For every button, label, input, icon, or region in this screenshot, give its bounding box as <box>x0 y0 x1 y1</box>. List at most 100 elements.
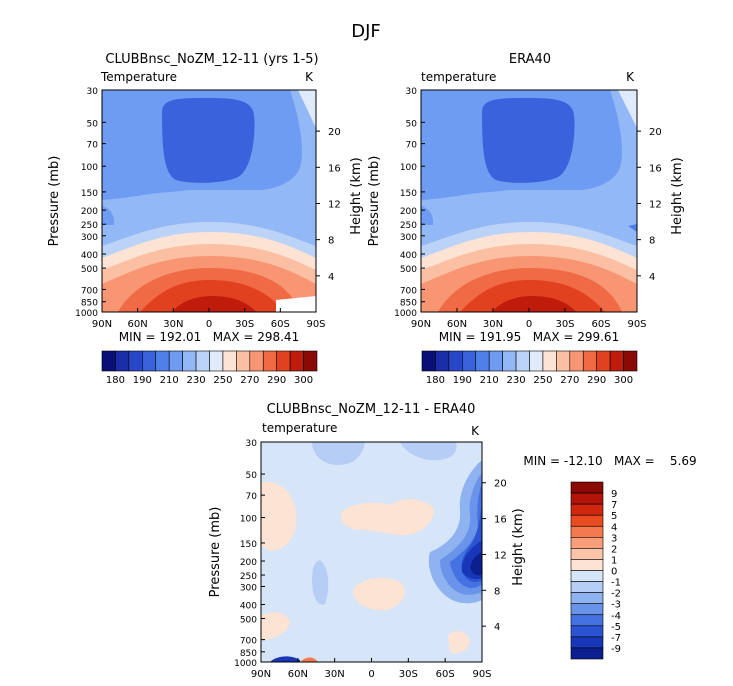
y-tick-label: 30 <box>406 87 418 97</box>
colorbar-label: 1 <box>611 555 617 566</box>
panel-era40-ylabel: Pressure (mb) <box>367 156 382 247</box>
colorbar-swatch <box>155 350 170 372</box>
y-tick-label: 250 <box>81 221 98 231</box>
panel-era40-field <box>421 90 637 312</box>
colorbar-swatch <box>168 350 183 372</box>
colorbar-label: -9 <box>611 644 621 655</box>
y-tick-label: 200 <box>400 207 417 217</box>
colorbar-swatch <box>570 481 604 494</box>
panel-model-xticks: 90N 60N 30N 0 30S 60S 90S <box>92 308 326 330</box>
colorbar-label: 290 <box>587 375 606 386</box>
colorbar-swatch <box>262 350 277 372</box>
field-band-edge <box>102 206 115 225</box>
colorbar-swatch <box>249 350 264 372</box>
y-tick-label: 500 <box>400 265 417 275</box>
x-tick-label: 90N <box>251 669 271 680</box>
y-tick-label: 400 <box>81 251 98 261</box>
colorbar-label: 7 <box>611 500 617 511</box>
colorbar-label: 2 <box>611 544 617 555</box>
field-patch-minus2-top <box>312 442 365 465</box>
colorbar-swatch <box>570 525 604 538</box>
colorbar-label: 250 <box>533 375 552 386</box>
x-tick-label: 90S <box>627 319 646 330</box>
height-tick-label: 12 <box>328 199 341 210</box>
height-tick-label: 20 <box>494 479 507 490</box>
field-missing-data <box>276 296 316 312</box>
y-tick-label: 400 <box>400 251 417 261</box>
y-tick-label: 50 <box>87 119 99 129</box>
y-tick-label: 700 <box>400 286 417 296</box>
panel-model-title: CLUBBnsc_NoZM_12-11 (yrs 1-5) <box>105 52 318 67</box>
height-tick-label: 12 <box>494 550 507 561</box>
colorbar-swatch <box>182 350 197 372</box>
page-title: DJF <box>351 21 381 42</box>
x-tick-label: 60N <box>288 669 308 680</box>
colorbar-label: 180 <box>106 375 125 386</box>
panel-model-field <box>102 90 316 312</box>
colorbar-label: 0 <box>611 567 617 578</box>
height-tick-label: 4 <box>649 272 655 283</box>
field-cold-core <box>162 98 255 183</box>
panel-model-minmax: MIN = 192.01 MAX = 298.41 <box>119 330 299 344</box>
height-tick-label: 8 <box>328 236 334 247</box>
colorbar-label: 250 <box>213 375 232 386</box>
colorbar-swatch <box>515 350 530 372</box>
colorbar-label: 270 <box>560 375 579 386</box>
colorbar-swatch <box>609 350 624 372</box>
y-tick-label: 100 <box>400 163 417 173</box>
colorbar-swatch <box>582 350 597 372</box>
colorbar-label: 210 <box>160 375 179 386</box>
x-tick-label: 90N <box>92 319 112 330</box>
colorbar-label: -3 <box>611 600 621 611</box>
panel-era40-units: K <box>626 70 635 84</box>
panel-era40-xticks: 90N 60N 30N 0 30S 60S 90S <box>411 308 647 330</box>
colorbar-swatch <box>209 350 224 372</box>
y-tick-label: 30 <box>246 439 258 449</box>
colorbar-swatch <box>195 350 210 372</box>
panel-model: CLUBBnsc_NoZM_12-11 (yrs 1-5) Temperatur… <box>47 52 364 386</box>
colorbar-swatch <box>570 537 604 549</box>
y-tick-label: 850 <box>81 299 98 309</box>
colorbar-swatch <box>570 548 604 560</box>
field-warm-center <box>341 499 434 536</box>
colorbar-swatch <box>142 350 157 372</box>
colorbar-label: 9 <box>611 489 617 500</box>
height-tick-label: 16 <box>494 515 507 526</box>
x-tick-label: 30S <box>235 319 254 330</box>
x-tick-label: 0 <box>526 319 532 330</box>
y-tick-label: 500 <box>240 616 257 626</box>
panel-model-hticks: 20 16 12 8 4 <box>316 127 341 283</box>
y-tick-label: 150 <box>400 189 417 199</box>
panel-diff-ylabel: Pressure (mb) <box>208 507 223 598</box>
colorbar-label: 270 <box>240 375 259 386</box>
colorbar-swatch <box>502 350 517 372</box>
colorbar-label: -1 <box>611 578 621 589</box>
y-tick-label: 100 <box>81 163 98 173</box>
height-tick-label: 16 <box>649 163 662 174</box>
x-tick-label: 90S <box>306 319 325 330</box>
x-tick-label: 30S <box>399 669 418 680</box>
y-tick-label: 500 <box>81 265 98 275</box>
field-cold-core <box>482 98 575 183</box>
x-tick-label: 0 <box>206 319 212 330</box>
y-tick-label: 700 <box>240 637 257 647</box>
panel-diff: CLUBBnsc_NoZM_12-11 - ERA40 temperature … <box>208 402 697 680</box>
field-bottom-warm <box>300 657 318 662</box>
height-tick-label: 4 <box>494 622 500 633</box>
field-band-edge <box>421 206 434 225</box>
colorbar-label: 210 <box>480 375 499 386</box>
panel-era40-title: ERA40 <box>509 52 551 67</box>
panel-model-subtitle: Temperature <box>100 70 177 84</box>
panel-diff-xticks: 90N 60N 30N 0 30S 60S 90S <box>251 658 492 680</box>
x-tick-label: 60S <box>436 669 455 680</box>
y-tick-label: 850 <box>240 649 257 659</box>
colorbar-swatch <box>570 625 604 638</box>
colorbar-swatch <box>488 350 503 372</box>
colorbar-label: 180 <box>426 375 445 386</box>
colorbar-swatch <box>236 350 251 372</box>
field-warm-lower-left <box>261 612 290 640</box>
panel-diff-subtitle: temperature <box>262 421 337 435</box>
